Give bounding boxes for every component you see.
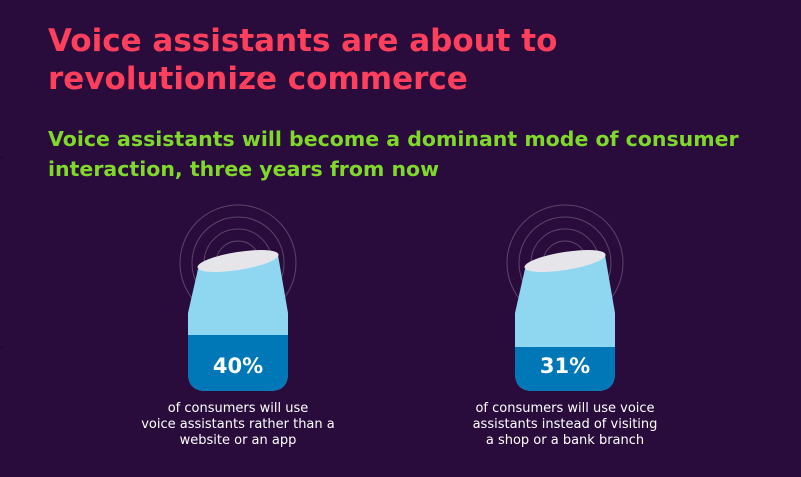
stat-card: 31% of consumers will use voice assistan… xyxy=(445,203,685,463)
stat-percent: 31% xyxy=(539,354,591,378)
stat-caption: of consumers will use voice assistants r… xyxy=(118,401,358,449)
voice-assistant-speaker-icon xyxy=(179,204,297,391)
stat-percent: 40% xyxy=(212,354,264,378)
edge-mark xyxy=(0,157,3,158)
edge-mark xyxy=(0,347,3,348)
page-title: Voice assistants are about to revolution… xyxy=(48,23,558,97)
caption-line: a shop or a bank branch xyxy=(485,433,645,448)
voice-assistant-speaker-icon xyxy=(506,204,624,391)
stat-caption: of consumers will use voice assistants i… xyxy=(445,401,685,449)
caption-line: assistants instead of visiting xyxy=(472,417,658,432)
caption-line: of consumers will use voice xyxy=(475,401,655,416)
caption-line: voice assistants rather than a xyxy=(141,417,335,432)
caption-line: website or an app xyxy=(179,433,297,448)
caption-line: of consumers will use xyxy=(167,401,309,416)
stat-card: 40% of consumers will use voice assistan… xyxy=(118,203,358,463)
page-subtitle: Voice assistants will become a dominant … xyxy=(48,127,739,181)
